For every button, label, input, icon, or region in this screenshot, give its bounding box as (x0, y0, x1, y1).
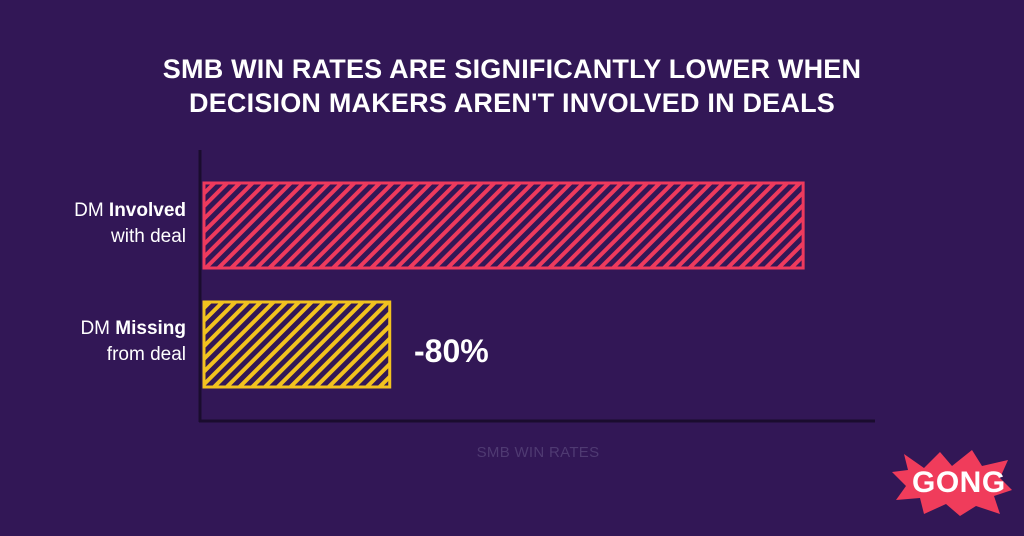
bar-dm-missing (202, 300, 392, 389)
category-label-missing-line2: from deal (106, 344, 186, 365)
category-label-involved-prefix: DM (74, 200, 109, 221)
chart-title-line-2: DECISION MAKERS AREN'T INVOLVED IN DEALS (189, 88, 835, 118)
gong-logo-text: GONG (912, 466, 1006, 499)
chart-title-line-1: SMB WIN RATES ARE SIGNIFICANTLY LOWER WH… (162, 54, 862, 84)
difference-annotation: -80% (414, 333, 489, 369)
category-label-involved-bold: Involved (108, 200, 186, 221)
chart-title: SMB WIN RATES ARE SIGNIFICANTLY LOWER WH… (0, 52, 1024, 120)
category-label-involved-line2: with deal (111, 226, 186, 247)
bar-dm-involved (202, 181, 805, 270)
category-label-missing-prefix: DM (80, 318, 116, 339)
gong-logo-burst-icon (892, 450, 1012, 516)
category-label-involved: DM Involved with deal (6, 198, 186, 250)
x-axis-label: SMB WIN RATES (476, 444, 600, 461)
bars-group (202, 181, 805, 389)
category-label-missing: DM Missing from deal (6, 316, 186, 368)
category-label-missing-bold: Missing (115, 318, 186, 339)
